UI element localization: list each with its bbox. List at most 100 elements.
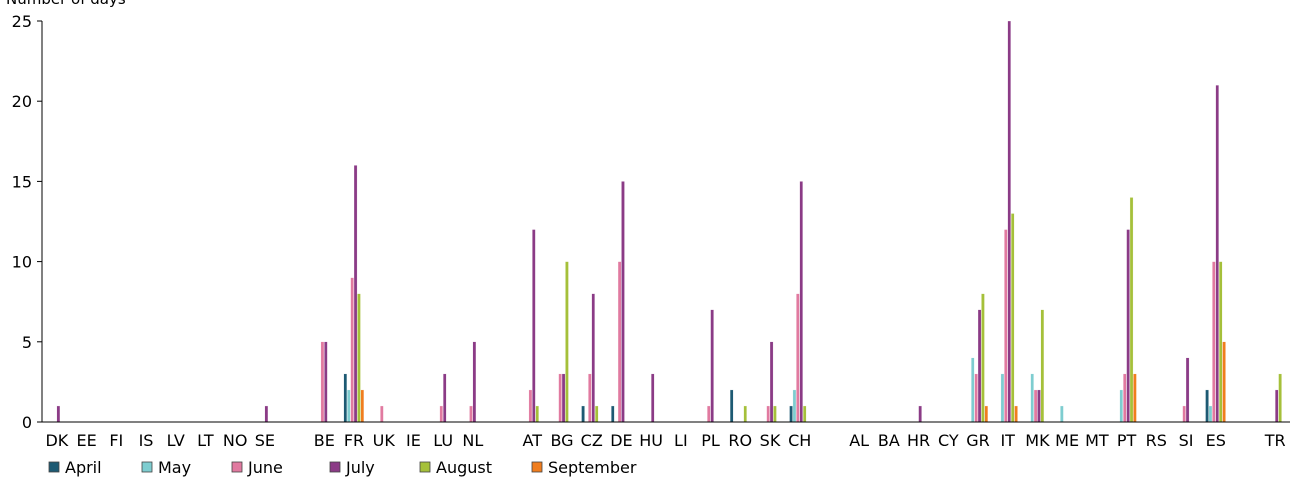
y-axis: 0 5 10 15 20 25 [12, 12, 43, 432]
y-tick-label: 20 [12, 92, 32, 111]
bar-august [1218, 261, 1223, 423]
bar-june [558, 373, 562, 423]
bar-june [528, 389, 533, 423]
x-tick-label: BG [550, 431, 573, 450]
legend-label: April [65, 458, 102, 477]
legend-label: August [436, 458, 492, 477]
bar-june [439, 405, 443, 423]
x-tick-label: LI [674, 431, 688, 450]
bar-july [769, 341, 774, 423]
bar-june [707, 405, 711, 423]
bar-july [264, 405, 269, 423]
bar-july [918, 405, 922, 423]
bar-july [56, 405, 61, 423]
legend-label: July [345, 458, 375, 477]
bar-april [581, 405, 585, 423]
legend-swatch-august [419, 461, 431, 473]
bar-august [981, 293, 985, 423]
y-tick-label: 15 [12, 172, 32, 191]
bar-june [617, 261, 622, 423]
bar-july [532, 229, 536, 423]
bar-may [1000, 373, 1005, 423]
x-tick-label: TR [1264, 431, 1286, 450]
y-tick-label: 0 [22, 413, 32, 432]
x-axis: DK EE FI IS LV LT NO SE BE FR UK IE LU NL AT BG CZ DE HU LI… [42, 421, 1290, 450]
bar-july [650, 373, 655, 423]
y-tick-label: 10 [12, 253, 32, 272]
x-tick-label: AL [849, 431, 869, 450]
x-tick-label: BA [878, 431, 900, 450]
bar-june [588, 373, 592, 423]
bar-june [1033, 389, 1038, 423]
legend-swatch-june [231, 461, 243, 473]
x-tick-label: NO [223, 431, 248, 450]
x-tick-label: LT [197, 431, 214, 450]
bar-july [591, 293, 595, 423]
x-tick-label: DE [610, 431, 632, 450]
x-tick-label: SI [1179, 431, 1194, 450]
x-tick-label: UK [373, 431, 396, 450]
legend-label: September [548, 458, 637, 477]
x-tick-label: FI [109, 431, 123, 450]
x-tick-label: AT [523, 431, 543, 450]
bar-april [1205, 389, 1209, 423]
bar-august [1010, 213, 1015, 423]
x-tick-label: GR [966, 431, 990, 450]
bar-august [565, 261, 569, 423]
x-tick-label: IS [139, 431, 154, 450]
bar-july [710, 309, 714, 423]
bar-july [1037, 389, 1041, 423]
bar-june [796, 293, 800, 423]
bar-june [1004, 229, 1008, 423]
bar-august [357, 293, 361, 423]
x-tick-label: RO [728, 431, 752, 450]
y-tick-label: 5 [22, 333, 32, 352]
x-tick-label: SE [255, 431, 275, 450]
y-axis-title: Number of days [6, 0, 126, 8]
legend-label: June [247, 458, 283, 477]
legend-swatch-september [531, 461, 543, 473]
bar-may [1060, 405, 1064, 423]
x-tick-label: HU [639, 431, 663, 450]
bar-july [324, 341, 328, 423]
x-tick-label: LV [167, 431, 185, 450]
bar-april [789, 405, 793, 423]
bar-june [1123, 373, 1127, 423]
bar-may [1030, 373, 1034, 423]
bar-july [1007, 20, 1011, 423]
bar-august [594, 405, 599, 423]
bar-june [320, 341, 325, 423]
legend: April May June July August September [48, 458, 637, 477]
x-tick-label: FR [344, 431, 364, 450]
bar-april [729, 389, 734, 423]
bar-june [1182, 405, 1186, 423]
bar-august [802, 405, 807, 423]
bar-july [442, 373, 447, 423]
bar-september [360, 389, 365, 423]
legend-swatch-july [329, 461, 341, 473]
x-tick-label: BE [314, 431, 335, 450]
bars-group [56, 20, 1282, 423]
x-tick-label: PL [701, 431, 720, 450]
bar-july [1215, 85, 1219, 423]
x-tick-label: RS [1146, 431, 1167, 450]
bar-august [1278, 373, 1282, 423]
bar-june [1212, 261, 1216, 423]
legend-swatch-may [141, 461, 153, 473]
bar-june [380, 405, 384, 423]
x-tick-label: IE [406, 431, 421, 450]
bar-june [350, 277, 354, 423]
bar-may [1208, 405, 1213, 423]
bar-august [535, 405, 539, 423]
bar-july [621, 181, 625, 423]
bar-september [1222, 341, 1226, 423]
bar-may [1119, 389, 1124, 423]
bar-july [1185, 357, 1190, 423]
bar-august [1129, 197, 1134, 423]
legend-label: May [158, 458, 191, 477]
bar-july [1126, 229, 1130, 423]
bar-august [743, 405, 747, 423]
x-tick-label: CZ [581, 431, 603, 450]
x-tick-label: HR [907, 431, 930, 450]
